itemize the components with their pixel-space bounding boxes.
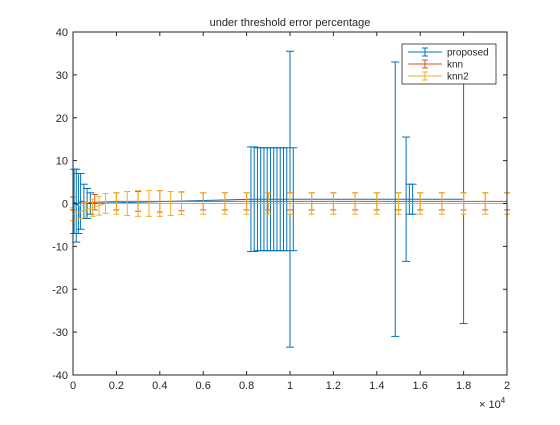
errorbar-knn2 <box>167 190 174 217</box>
errorbar-knn2 <box>200 192 207 215</box>
errorbar-knn2 <box>221 192 228 215</box>
legend-item-knn: knn <box>408 59 463 71</box>
x-tick-label: 0.8 <box>239 380 254 392</box>
errorbar-knn2 <box>113 192 120 215</box>
errorbar-knn2 <box>438 192 445 215</box>
x-tick-label: 1.6 <box>413 380 428 392</box>
errorbar-knn2 <box>308 192 315 215</box>
errorbar-knn2 <box>265 192 272 215</box>
x-tick-label: 1.2 <box>326 380 341 392</box>
errorbar-knn2 <box>395 192 402 215</box>
legend-item-knn2: knn2 <box>408 71 469 83</box>
y-tick-label: 20 <box>56 113 68 125</box>
x-tick-label: 0 <box>70 380 76 392</box>
x-tick-label: 1 <box>287 380 293 392</box>
errorbar-knn2 <box>352 192 359 215</box>
errorbar-proposed <box>76 172 85 230</box>
tick-layer: 0 0.2 0.4 0.6 0.8 1 1.2 1.4 1.6 1.8 2 -40 -30 -20 -10 0… <box>52 27 510 392</box>
errorbar-knn2 <box>287 192 293 215</box>
legend-label: knn2 <box>447 72 469 83</box>
x-tick-label: 0.4 <box>152 380 167 392</box>
x-tick-label: 1.8 <box>456 380 471 392</box>
errorbar-proposed <box>83 187 92 220</box>
legend-item-proposed: proposed <box>408 47 489 59</box>
errorbar-knn2 <box>102 193 109 214</box>
x-tick-label: 1.4 <box>369 380 384 392</box>
chart-title: under threshold error percentage <box>210 17 371 29</box>
legend-label: knn <box>447 60 463 71</box>
series-layer <box>70 50 510 348</box>
y-tick-label: -30 <box>52 327 68 339</box>
series-knn2 <box>70 190 510 222</box>
series-proposed <box>70 50 468 348</box>
errorbar-knn2 <box>135 190 142 217</box>
errorbar-knn2 <box>460 192 467 215</box>
errorbar-proposed <box>402 136 411 262</box>
errorbar-proposed <box>72 168 81 243</box>
y-tick-label: 40 <box>56 27 68 39</box>
errorbar-proposed <box>391 61 400 337</box>
legend-label: proposed <box>447 48 489 59</box>
y-tick-label: 10 <box>56 156 68 168</box>
errorbar-knn2 <box>83 201 90 219</box>
x-tick-label: 2 <box>504 380 510 392</box>
y-tick-label: -20 <box>52 284 68 296</box>
x-axis-exponent: × 104 <box>479 396 506 411</box>
errorbar-knn2 <box>76 205 83 220</box>
errorbar-knn2 <box>178 191 185 216</box>
y-tick-label: 0 <box>62 199 68 211</box>
errorbar-knn2 <box>89 198 96 217</box>
errorbar-knn2 <box>156 190 163 217</box>
errorbar-knn2 <box>145 190 152 217</box>
x-tick-label: 0.2 <box>109 380 124 392</box>
errorbar-knn2 <box>482 192 489 215</box>
errorbar-proposed <box>250 146 259 253</box>
errorbar-knn2 <box>330 192 337 215</box>
errorbar-proposed <box>408 183 417 215</box>
x-tick-label: 0.6 <box>196 380 211 392</box>
series-line-knn2 <box>72 203 507 215</box>
y-tick-label: -40 <box>52 370 68 382</box>
errorbar-knn2 <box>243 192 250 215</box>
y-tick-label: -10 <box>52 241 68 253</box>
errorbar-proposed <box>289 147 298 252</box>
errorbar-knn2 <box>96 195 103 216</box>
errorbar-knn2 <box>373 192 380 215</box>
y-tick-label: 30 <box>56 70 68 82</box>
errorbar-knn2 <box>124 190 131 217</box>
x-axis-exponent-base: × 10 <box>479 399 501 411</box>
x-axis-exponent-power: 4 <box>501 396 506 405</box>
errorbar-knn2 <box>417 192 424 215</box>
